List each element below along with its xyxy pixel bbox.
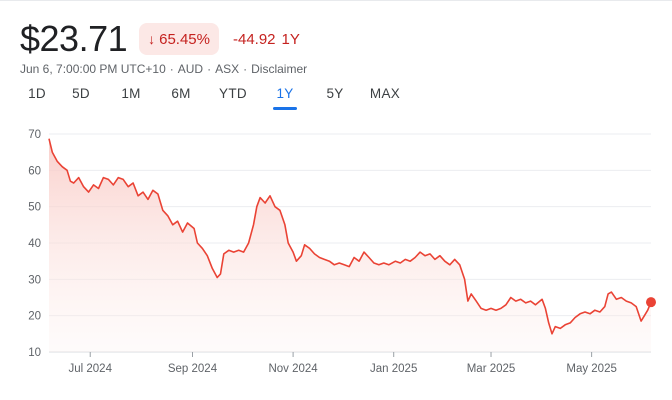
y-tick-label: 30: [28, 274, 41, 286]
latest-price-marker: [646, 297, 656, 308]
range-tab-1y[interactable]: 1Y: [260, 86, 310, 110]
range-tab-5d[interactable]: 5D: [72, 86, 90, 101]
x-tick-label: Mar 2025: [467, 363, 516, 375]
percent-change-value: 65.45%: [159, 30, 210, 48]
change-period: 1Y: [281, 30, 300, 48]
range-tab-max[interactable]: MAX: [369, 86, 401, 101]
y-tick-label: 10: [28, 347, 41, 359]
range-tab-1m[interactable]: 1M: [121, 86, 141, 101]
disclaimer-link[interactable]: Disclaimer: [251, 62, 308, 76]
y-tick-label: 40: [28, 238, 41, 250]
x-tick-label: Nov 2024: [268, 363, 318, 375]
range-tabs: 1D 5D 1M 6M YTD 1Y 5Y MAX: [18, 86, 410, 110]
absolute-change: -44.92 1Y: [233, 31, 300, 48]
meta-separator: ·: [243, 62, 248, 76]
price-line: [48, 138, 652, 335]
x-tick-label: May 2025: [566, 363, 617, 375]
x-tick-label: Sep 2024: [168, 363, 218, 375]
range-tab-1d[interactable]: 1D: [28, 86, 46, 101]
quote-header: $23.71 ↓ 65.45% -44.92 1Y: [20, 18, 300, 60]
top-divider: [0, 0, 672, 1]
x-tick-label: Jul 2024: [68, 363, 112, 375]
x-tick-label: Jan 2025: [370, 363, 417, 375]
arrow-down-icon: ↓: [148, 31, 156, 47]
absolute-change-value: -44.92: [232, 30, 276, 48]
range-tab-6m[interactable]: 6M: [171, 86, 191, 101]
meta-separator: ·: [207, 62, 212, 76]
y-tick-label: 20: [28, 311, 41, 323]
meta-separator: ·: [169, 62, 174, 76]
y-tick-label: 60: [28, 165, 41, 177]
range-tab-5y[interactable]: 5Y: [326, 86, 344, 101]
percent-change-badge: ↓ 65.45%: [139, 23, 219, 55]
range-tab-ytd[interactable]: YTD: [219, 86, 247, 101]
y-tick-label: 70: [28, 129, 41, 141]
quote-exchange: ASX: [215, 62, 240, 76]
quote-timestamp: Jun 6, 7:00:00 PM UTC+10: [20, 62, 166, 76]
quote-currency: AUD: [177, 62, 204, 76]
price-chart[interactable]: 10 20 30 40 50 60 70 Jul 2024 Sep 2024 Nov 2024 Ja…: [0, 118, 672, 400]
current-price: $23.71: [20, 18, 128, 59]
y-tick-label: 50: [28, 202, 41, 214]
quote-meta: Jun 6, 7:00:00 PM UTC+10 · AUD · ASX · D…: [20, 62, 307, 76]
price-area-fill: [49, 138, 651, 352]
